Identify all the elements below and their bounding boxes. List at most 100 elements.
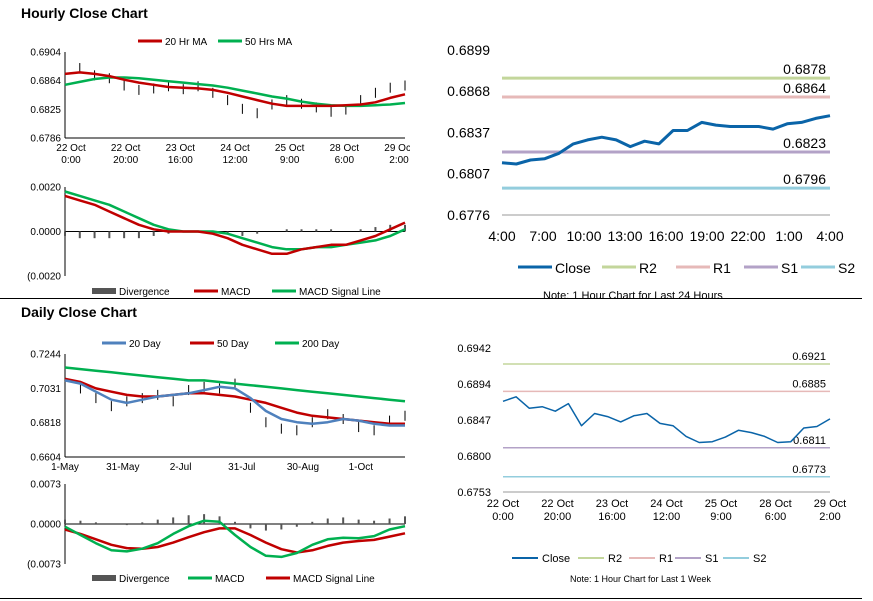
y-tick-label: 0.0000 — [30, 520, 61, 531]
x-tick-label: 4:00 — [816, 228, 843, 244]
daily-macd-chart: 0.0073 0.0000 (0.0073 Divergence MACD MACD Si… — [27, 480, 406, 585]
y-tick-label: 0.6847 — [457, 415, 491, 427]
legend-macd-label: MACD — [215, 574, 244, 585]
d200-line — [64, 366, 406, 403]
x-tick-label: 1:00 — [775, 228, 802, 244]
section-divider — [0, 298, 862, 299]
y-tick-label: 0.6825 — [30, 105, 61, 116]
x-tick-label: 12:00 — [653, 511, 681, 523]
x-tick-label: 9:00 — [280, 155, 300, 166]
x-tick-label: 24 Oct — [650, 498, 682, 510]
y-tick-label: 0.6942 — [457, 343, 491, 355]
legend-signal-label: MACD Signal Line — [299, 287, 381, 298]
chart-note: Note: 1 Hour Chart for Last 1 Week — [570, 574, 711, 584]
x-tick-label: 1-May — [51, 462, 79, 473]
x-tick-label: 1-Oct — [349, 462, 374, 473]
x-tick-label: 0:00 — [492, 511, 513, 523]
y-tick-label: 0.6604 — [30, 453, 61, 464]
x-tick-label: 24 Oct — [220, 143, 250, 154]
y-tick-label: 0.6868 — [447, 83, 490, 99]
y-tick-label: 0.6818 — [30, 418, 61, 429]
daily-section-title: Daily Close Chart — [21, 304, 137, 320]
legend-s1-label: S1 — [781, 260, 798, 276]
x-tick-label: 20:00 — [544, 511, 572, 523]
chart-note: Note: 1 Hour Chart for Last 24 Hours — [543, 290, 723, 300]
y-tick-label: (0.0020 — [27, 272, 61, 283]
legend-d200-label: 200 Day — [302, 339, 339, 350]
x-tick-label: 2:00 — [819, 511, 840, 523]
x-tick-label: 28 Oct — [330, 143, 360, 154]
x-tick-label: 4:00 — [488, 228, 515, 244]
legend-r1-label: R1 — [713, 260, 731, 276]
close-line — [502, 396, 831, 444]
y-tick-label: 0.0073 — [30, 480, 61, 491]
x-tick-label: 2:00 — [389, 155, 409, 166]
y-tick-label: 0.6904 — [30, 48, 61, 59]
legend-ma20-label: 20 Hr MA — [165, 37, 208, 48]
x-tick-label: 25 Oct — [705, 498, 737, 510]
y-tick-label: 0.6800 — [457, 451, 491, 463]
x-tick-label: 2-Jul — [170, 462, 192, 473]
legend-d50-label: 50 Day — [217, 339, 249, 350]
bottom-divider — [0, 598, 862, 599]
x-tick-label: 25 Oct — [275, 143, 305, 154]
legend-r2-label: R2 — [639, 260, 657, 276]
legend-signal-label: MACD Signal Line — [293, 574, 375, 585]
y-tick-label: 0.6837 — [447, 124, 490, 140]
level-label-r1: 0.6864 — [783, 80, 826, 96]
x-tick-label: 22 Oct — [56, 143, 86, 154]
close-line — [501, 114, 831, 166]
y-tick-label: 0.6753 — [457, 487, 491, 499]
legend-macd-label: MACD — [221, 287, 250, 298]
legend-s2-label: S2 — [838, 260, 855, 276]
x-tick-label: 22 Oct — [487, 498, 519, 510]
x-tick-label: 29 Oct — [814, 498, 846, 510]
x-tick-label: 16:00 — [168, 155, 193, 166]
y-tick-label: 0.0000 — [30, 227, 61, 238]
x-tick-label: 28 Oct — [759, 498, 791, 510]
x-tick-label: 6:00 — [335, 155, 355, 166]
x-tick-label: 9:00 — [710, 511, 731, 523]
y-tick-label: 0.6776 — [447, 207, 490, 223]
x-tick-label: 22:00 — [730, 228, 765, 244]
hourly-macd-chart: 0.0020 0.0000 (0.0020 Divergence MACD MACD Si… — [27, 183, 406, 298]
y-tick-label: 0.0020 — [30, 183, 61, 194]
legend-r2-label: R2 — [608, 553, 622, 565]
x-tick-label: 23 Oct — [166, 143, 196, 154]
legend-divergence-label: Divergence — [119, 287, 170, 298]
signal-line — [64, 527, 406, 554]
x-tick-label: 31-Jul — [228, 462, 255, 473]
y-tick-label: 0.6786 — [30, 134, 61, 145]
x-tick-label: 20:00 — [113, 155, 138, 166]
level-label-r2: 0.6921 — [792, 351, 826, 363]
y-tick-label: 0.6864 — [30, 76, 61, 87]
y-tick-label: 0.6894 — [457, 379, 491, 391]
x-tick-label: 7:00 — [529, 228, 556, 244]
daily-levels-chart: 0.6942 0.6894 0.6847 0.6800 0.6753 0.6921 0.68… — [457, 343, 846, 584]
hourly-levels-chart: 0.6899 0.6868 0.6837 0.6807 0.6776 0.6878 0.68… — [447, 42, 855, 300]
legend-close-label: Close — [555, 260, 591, 276]
y-tick-label: 0.6807 — [447, 166, 490, 182]
x-tick-label: 10:00 — [566, 228, 601, 244]
x-tick-label: 0:00 — [61, 155, 81, 166]
x-tick-label: 12:00 — [222, 155, 247, 166]
y-tick-label: 0.7031 — [30, 384, 61, 395]
x-tick-label: 16:00 — [648, 228, 683, 244]
legend-divergence-swatch — [92, 575, 116, 581]
legend-ma50-label: 50 Hrs MA — [245, 37, 293, 48]
ma20-line — [64, 71, 406, 108]
macd-line — [64, 519, 406, 559]
legend-d20-label: 20 Day — [129, 339, 161, 350]
level-label-s1: 0.6823 — [783, 135, 826, 151]
y-tick-label: (0.0073 — [27, 560, 61, 571]
legend-divergence-swatch — [92, 288, 116, 294]
y-tick-label: 0.7244 — [30, 350, 61, 361]
level-label-s1: 0.6811 — [793, 435, 826, 447]
x-tick-label: 29 Oct — [384, 143, 410, 154]
x-tick-label: 16:00 — [598, 511, 626, 523]
x-tick-label: 22 Oct — [111, 143, 141, 154]
hourly-section-title: Hourly Close Chart — [21, 5, 148, 21]
